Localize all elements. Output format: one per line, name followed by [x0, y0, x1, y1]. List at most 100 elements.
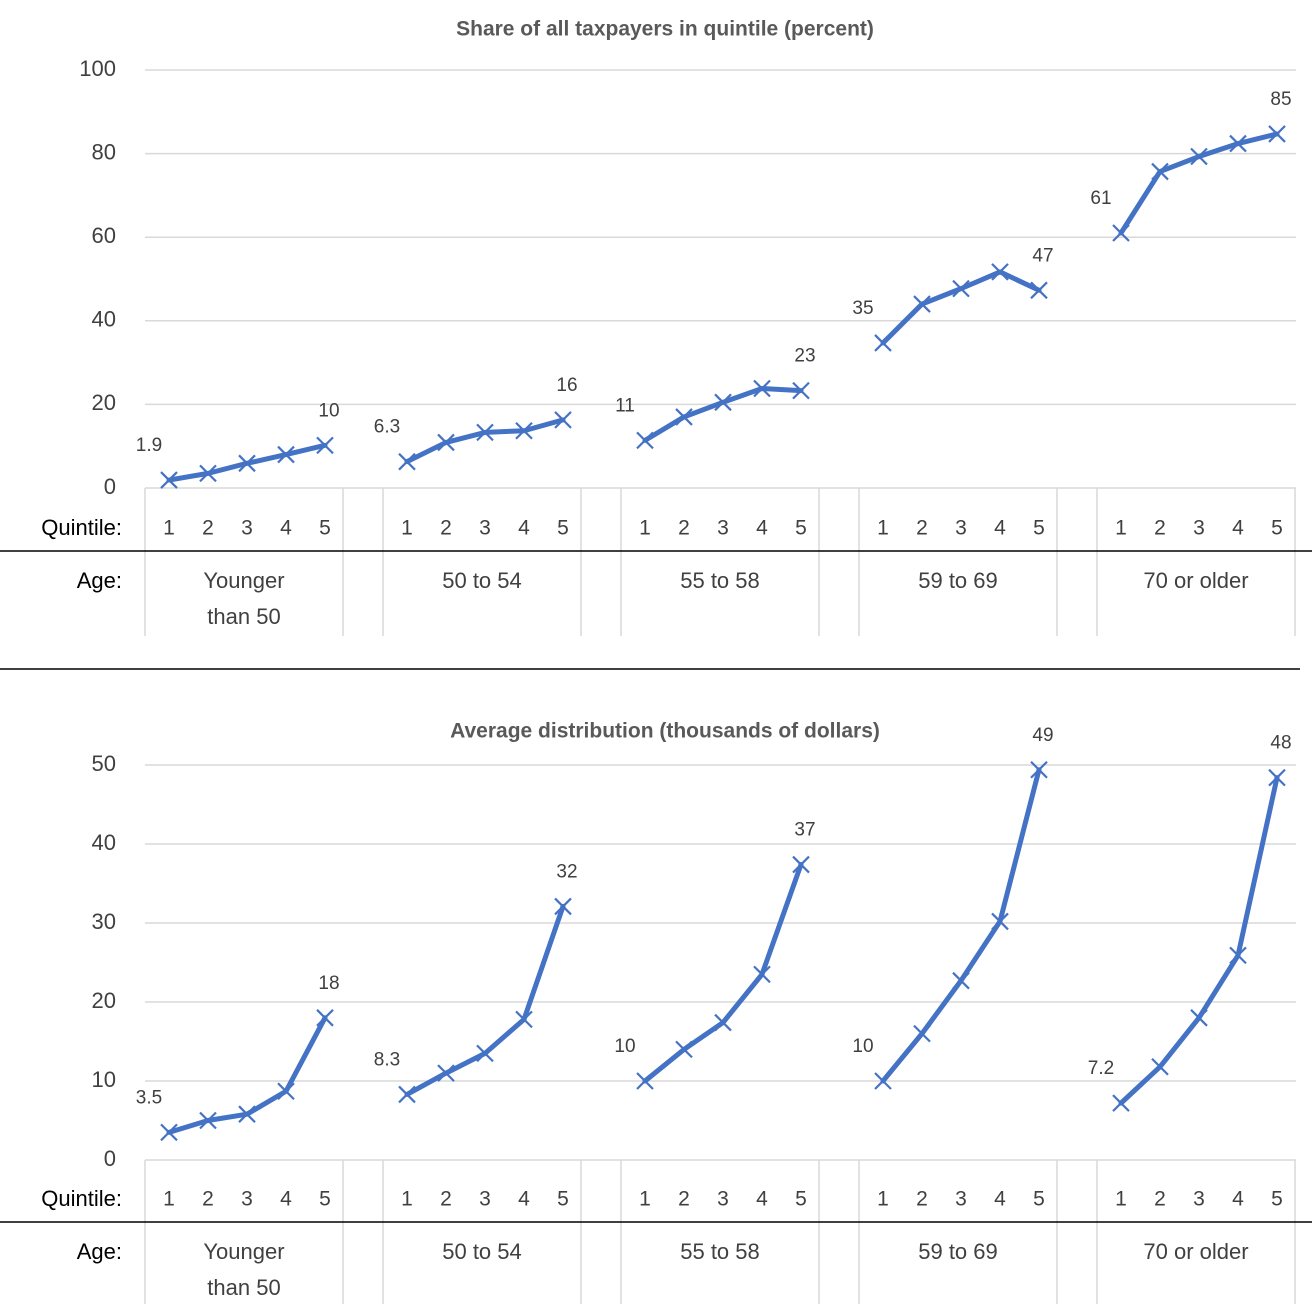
data-point	[277, 445, 295, 464]
quintile-tick-label: 3	[955, 1188, 967, 1211]
marker-stroke	[160, 471, 178, 489]
data-point	[1112, 1094, 1130, 1112]
quintile-tick-label: 4	[280, 517, 292, 540]
quintile-tick-label: 2	[202, 517, 214, 540]
quintile-tick-label: 1	[1115, 517, 1127, 540]
data-point	[437, 433, 455, 452]
data-point	[238, 454, 256, 473]
marker-stroke	[1112, 1094, 1130, 1112]
age-group-label: 50 to 54	[442, 568, 522, 593]
quintile-tick-label: 5	[795, 1188, 807, 1211]
marker-stroke	[1229, 134, 1247, 153]
data-point	[714, 1013, 732, 1032]
marker-stroke	[913, 1024, 931, 1043]
quintile-tick-label: 2	[1154, 517, 1166, 540]
quintile-tick-label: 4	[1232, 1188, 1244, 1211]
y-tick-label: 40	[92, 830, 116, 855]
data-point	[874, 334, 892, 352]
age-group-label: Younger	[203, 1239, 284, 1264]
quintile-tick-label: 5	[319, 517, 331, 540]
quintile-tick-label: 2	[1154, 1188, 1166, 1211]
quintile-tick-label: 3	[241, 1188, 253, 1211]
quintile-tick-label: 3	[479, 517, 491, 540]
series-line	[404, 417, 566, 465]
data-point	[753, 379, 771, 398]
quintile-tick-label: 2	[916, 1188, 928, 1211]
y-tick-label: 60	[92, 223, 116, 248]
data-point	[1112, 224, 1130, 242]
marker-stroke	[398, 1085, 416, 1104]
y-tick-label: 30	[92, 909, 116, 934]
age-group-label: 50 to 54	[442, 1239, 522, 1264]
data-point	[238, 1105, 256, 1123]
quintile-tick-label: 2	[440, 517, 452, 540]
age-group-label: 59 to 69	[918, 568, 998, 593]
data-label: 37	[794, 820, 815, 841]
quintile-tick-label: 2	[440, 1188, 452, 1211]
age-group-label: 59 to 69	[918, 1239, 998, 1264]
data-point	[316, 1009, 334, 1027]
data-point	[398, 1085, 416, 1104]
series-line	[642, 862, 804, 1084]
data-label: 85	[1270, 89, 1291, 110]
series-line	[642, 386, 804, 443]
data-label: 1.9	[136, 435, 162, 456]
age-group-label: Younger	[203, 568, 284, 593]
data-label: 6.3	[374, 417, 400, 438]
marker-stroke	[874, 1072, 892, 1090]
marker-stroke	[1030, 760, 1048, 779]
marker-stroke	[1190, 147, 1208, 166]
data-point	[675, 408, 693, 426]
marker-stroke	[753, 965, 771, 984]
data-point	[437, 1064, 455, 1082]
marker-stroke	[636, 431, 654, 450]
age-row-label: Age:	[77, 568, 122, 593]
quintile-tick-label: 5	[1033, 1188, 1045, 1211]
marker-stroke	[991, 912, 1009, 931]
data-point	[991, 263, 1009, 281]
marker-stroke	[636, 1072, 654, 1090]
quintile-tick-label: 5	[557, 1188, 569, 1211]
age-group-label: 55 to 58	[680, 1239, 760, 1264]
marker-stroke	[476, 1044, 494, 1063]
data-label: 61	[1090, 188, 1111, 209]
data-label: 10	[852, 1036, 873, 1057]
age-group-label: 70 or older	[1143, 1239, 1248, 1264]
data-point	[952, 279, 970, 298]
quintile-tick-label: 3	[955, 517, 967, 540]
age-group-label: than 50	[207, 1275, 280, 1300]
y-tick-label: 50	[92, 751, 116, 776]
data-point	[675, 1040, 693, 1059]
data-label: 7.2	[1088, 1058, 1114, 1079]
marker-stroke	[316, 1009, 334, 1027]
marker-stroke	[1112, 224, 1130, 242]
quintile-tick-label: 4	[994, 517, 1006, 540]
marker-stroke	[913, 295, 931, 313]
quintile-tick-label: 1	[163, 517, 175, 540]
chart-title: Share of all taxpayers in quintile (perc…	[456, 18, 874, 41]
marker-stroke	[952, 279, 970, 298]
quintile-tick-label: 2	[678, 1188, 690, 1211]
marker-stroke	[792, 381, 810, 400]
data-point	[199, 1111, 217, 1130]
quintile-tick-label: 3	[1193, 1188, 1205, 1211]
data-point	[1151, 1058, 1169, 1076]
quintile-tick-label: 4	[518, 517, 530, 540]
data-point	[913, 295, 931, 313]
age-row-label: Age:	[77, 1239, 122, 1264]
marker-stroke	[238, 454, 256, 473]
quintile-tick-label: 3	[717, 1188, 729, 1211]
quintile-tick-label: 2	[916, 517, 928, 540]
marker-stroke	[675, 1040, 693, 1059]
quintile-tick-label: 1	[401, 1188, 413, 1211]
panel-2: Average distribution (thousands of dolla…	[0, 720, 1312, 1304]
quintile-tick-label: 1	[877, 517, 889, 540]
quintile-tick-label: 4	[518, 1188, 530, 1211]
data-point	[476, 423, 494, 442]
marker-stroke	[238, 1105, 256, 1123]
data-label: 47	[1032, 245, 1053, 266]
quintile-tick-label: 5	[319, 1188, 331, 1211]
quintile-tick-label: 4	[756, 1188, 768, 1211]
y-tick-label: 0	[104, 474, 116, 499]
